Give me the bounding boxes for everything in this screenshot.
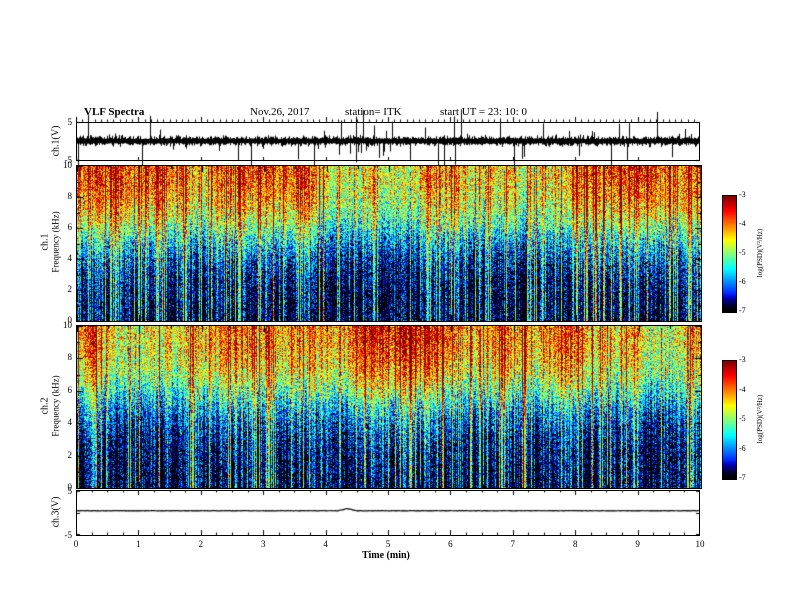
ch3-wave-ylabel: ch.3(V) [50,496,62,528]
freq-tick-label: 6 [67,384,73,395]
x-tick-label: 6 [448,539,453,549]
x-tick-label: 2 [198,539,204,549]
freq-tick-label: 10 [63,320,72,330]
colorbar-tick-label: -4 [739,384,746,394]
ch3-waveform-canvas [76,490,700,535]
colorbar-ch2 [722,360,737,480]
x-tick-label: 10 [695,539,705,549]
freq-tick-label: 0 [67,315,73,325]
x-tick-label: 1 [136,539,141,549]
x-tick-label: 7 [510,539,516,549]
ch1-spectrogram-canvas [76,165,702,322]
freq-tick-label: 4 [67,417,73,428]
colorbar-tick-label: -6 [739,277,746,286]
freq-tick-label: 10 [63,160,72,170]
freq-tick-label: 2 [67,284,73,294]
freq-tick-label: 6 [67,222,73,232]
colorbar-tick-label: -7 [739,306,746,315]
ch1-spec-ylabel-line2: Frequency (kHz) [50,211,61,273]
colorbar-tick-label: -3 [739,355,746,364]
colorbar-tick-label: -3 [739,190,746,199]
ch2-spectrogram-canvas [76,325,702,489]
ch1-spec-ylabel-line1: ch.1 [39,233,51,251]
x-tick-label: 4 [323,539,328,549]
ch1-wave-ylabel: ch.1(V) [50,125,62,157]
x-tick-label: 5 [385,539,391,549]
freq-tick-label: 4 [67,253,73,263]
ch3-volt-tick-label: -5 [64,529,73,540]
colorbar-tick-label: -5 [739,248,746,257]
freq-tick-label: 0 [67,482,73,492]
freq-tick-label: 2 [67,449,73,460]
ch2-spec-ylabel-line1: ch.2 [39,397,51,415]
freq-tick-label: 8 [67,352,73,363]
ch1-spec-ylabel: ch.1 Frequency (kHz) [40,211,61,272]
x-tick-label: 0 [73,539,79,549]
colorbar-tick-label: -4 [739,219,746,228]
x-axis-title: Time (min) [362,550,410,561]
colorbar-ch2-label: log(PSD)(V²/Hz) [756,394,764,444]
ch1-volt-tick-label: -5 [64,155,73,165]
colorbar-tick-label: -7 [739,473,746,482]
colorbar-tick-label: -5 [739,414,746,423]
colorbar-ch1 [722,195,737,313]
x-tick-label: 3 [260,539,266,549]
colorbar-ch1-label: log(PSD)(V²/Hz) [756,228,764,278]
ch3-volt-tick-label: 5 [67,485,73,496]
x-tick-label: 9 [635,539,640,549]
freq-tick-label: 8 [67,191,73,201]
colorbar-tick-label: -6 [739,443,746,453]
ch1-volt-tick-label: 5 [67,117,73,127]
x-tick-label: 8 [572,539,578,549]
